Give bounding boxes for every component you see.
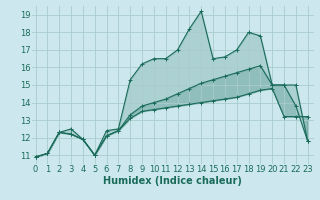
X-axis label: Humidex (Indice chaleur): Humidex (Indice chaleur) xyxy=(103,176,242,186)
